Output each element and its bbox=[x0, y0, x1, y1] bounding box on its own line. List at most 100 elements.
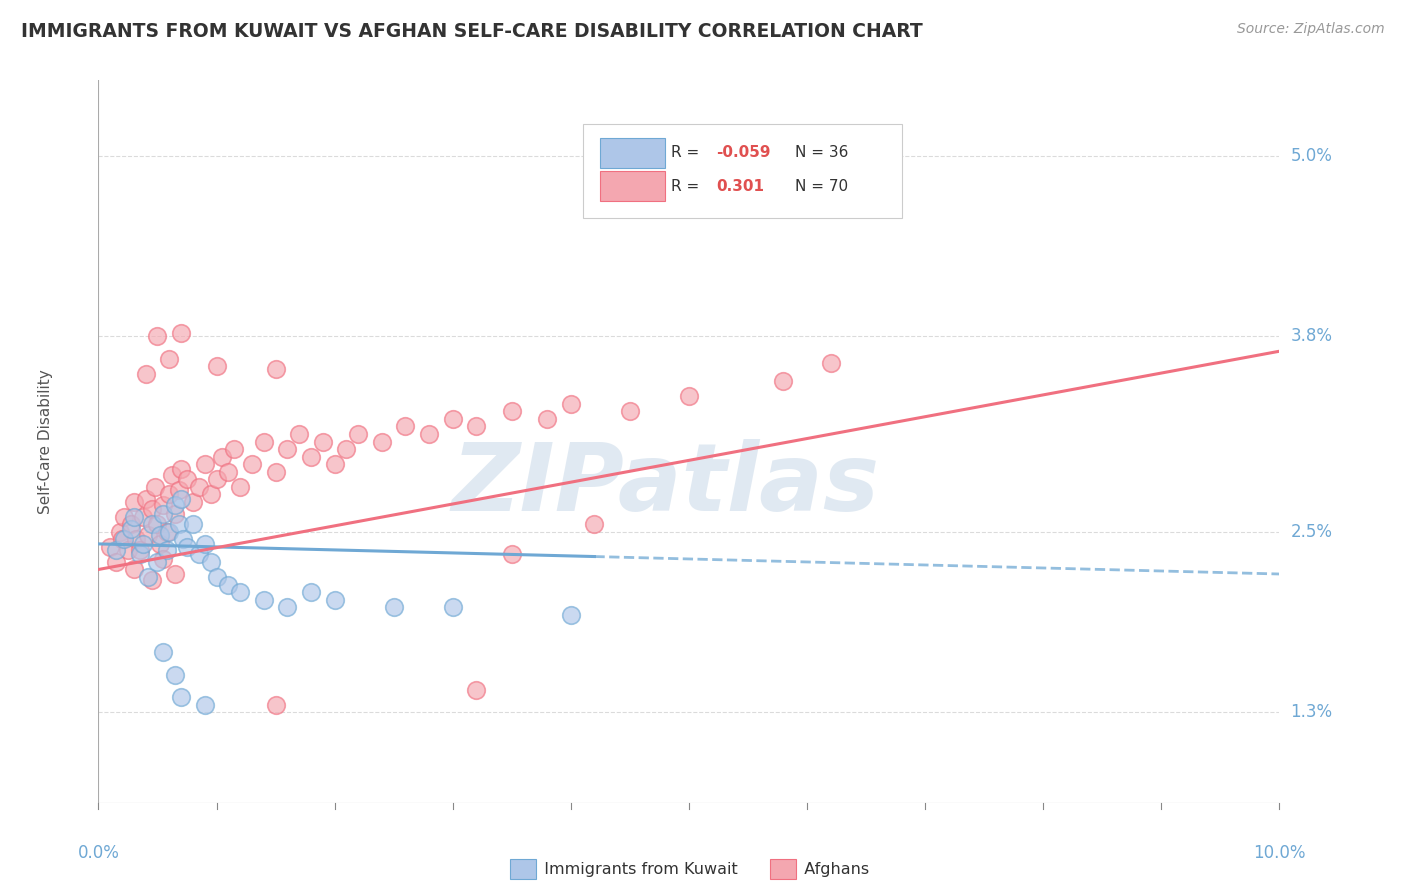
Text: 0.0%: 0.0% bbox=[77, 845, 120, 863]
Point bbox=[224, 442, 246, 456]
FancyBboxPatch shape bbox=[582, 124, 901, 218]
FancyBboxPatch shape bbox=[600, 170, 665, 201]
Point bbox=[121, 522, 143, 536]
Point bbox=[167, 517, 190, 532]
Text: N = 36: N = 36 bbox=[796, 145, 849, 160]
Point bbox=[149, 537, 172, 551]
Point bbox=[176, 472, 198, 486]
Text: R =: R = bbox=[671, 145, 704, 160]
Point bbox=[560, 397, 582, 411]
Point bbox=[583, 517, 606, 532]
Point bbox=[157, 351, 180, 366]
Point bbox=[122, 509, 145, 524]
Point bbox=[323, 457, 346, 471]
Point bbox=[165, 567, 187, 582]
Point bbox=[276, 600, 298, 615]
Point bbox=[170, 491, 193, 506]
Point bbox=[165, 507, 187, 521]
Text: Self-Care Disability: Self-Care Disability bbox=[38, 369, 53, 514]
Point bbox=[288, 427, 311, 442]
Point bbox=[165, 668, 187, 682]
FancyBboxPatch shape bbox=[770, 859, 796, 879]
Point bbox=[194, 457, 217, 471]
FancyBboxPatch shape bbox=[510, 859, 536, 879]
Point bbox=[170, 326, 193, 340]
Point bbox=[132, 537, 155, 551]
Point bbox=[157, 524, 180, 539]
Point bbox=[200, 487, 222, 501]
Point bbox=[253, 592, 276, 607]
Point bbox=[441, 412, 464, 426]
Point bbox=[181, 494, 204, 508]
Point bbox=[149, 528, 172, 542]
Point bbox=[141, 573, 163, 587]
Point bbox=[194, 537, 217, 551]
Point bbox=[200, 555, 222, 569]
Point bbox=[312, 434, 335, 449]
Text: Afghans: Afghans bbox=[794, 863, 869, 877]
Point bbox=[217, 577, 239, 591]
Point bbox=[143, 480, 166, 494]
Text: 3.8%: 3.8% bbox=[1291, 327, 1333, 345]
Point bbox=[205, 570, 228, 584]
Point bbox=[111, 533, 134, 547]
Point bbox=[176, 540, 198, 554]
Point bbox=[501, 548, 523, 562]
Point bbox=[146, 555, 169, 569]
Point bbox=[170, 461, 193, 475]
Point bbox=[128, 548, 150, 562]
Point bbox=[187, 548, 209, 562]
Point bbox=[194, 698, 217, 712]
Point bbox=[371, 434, 394, 449]
Text: 10.0%: 10.0% bbox=[1253, 845, 1306, 863]
Text: N = 70: N = 70 bbox=[796, 179, 848, 194]
Point bbox=[264, 465, 287, 479]
Point bbox=[536, 412, 558, 426]
Point bbox=[382, 600, 405, 615]
Point bbox=[205, 472, 228, 486]
Text: R =: R = bbox=[671, 179, 704, 194]
Point bbox=[619, 404, 641, 418]
Point bbox=[264, 698, 287, 712]
Point bbox=[211, 450, 233, 464]
Text: -0.059: -0.059 bbox=[716, 145, 770, 160]
Point bbox=[152, 498, 174, 512]
Point bbox=[132, 509, 155, 524]
Point bbox=[299, 450, 322, 464]
Point bbox=[181, 517, 204, 532]
Point bbox=[135, 491, 157, 506]
Point bbox=[152, 552, 174, 566]
Text: 5.0%: 5.0% bbox=[1291, 146, 1333, 164]
Point bbox=[772, 374, 794, 388]
FancyBboxPatch shape bbox=[600, 138, 665, 169]
Point bbox=[299, 585, 322, 599]
Point bbox=[170, 690, 193, 705]
Point bbox=[112, 509, 135, 524]
Point bbox=[229, 480, 252, 494]
Point bbox=[253, 434, 276, 449]
Text: Immigrants from Kuwait: Immigrants from Kuwait bbox=[534, 863, 738, 877]
Point bbox=[678, 389, 700, 403]
Point bbox=[121, 517, 143, 532]
Point bbox=[441, 600, 464, 615]
Point bbox=[146, 517, 169, 532]
Point bbox=[156, 542, 179, 557]
Point bbox=[105, 542, 128, 557]
Text: 1.3%: 1.3% bbox=[1291, 704, 1333, 722]
Point bbox=[167, 483, 190, 497]
Point bbox=[465, 419, 488, 434]
Point bbox=[122, 494, 145, 508]
Text: 0.301: 0.301 bbox=[716, 179, 763, 194]
Text: IMMIGRANTS FROM KUWAIT VS AFGHAN SELF-CARE DISABILITY CORRELATION CHART: IMMIGRANTS FROM KUWAIT VS AFGHAN SELF-CA… bbox=[21, 22, 922, 41]
Point bbox=[146, 329, 169, 343]
Point bbox=[165, 498, 187, 512]
Point bbox=[240, 457, 263, 471]
Point bbox=[122, 562, 145, 576]
Point bbox=[135, 367, 157, 381]
Point bbox=[335, 442, 357, 456]
Point bbox=[418, 427, 440, 442]
Point bbox=[172, 533, 194, 547]
Point bbox=[157, 487, 180, 501]
Point bbox=[560, 607, 582, 622]
Point bbox=[125, 533, 148, 547]
